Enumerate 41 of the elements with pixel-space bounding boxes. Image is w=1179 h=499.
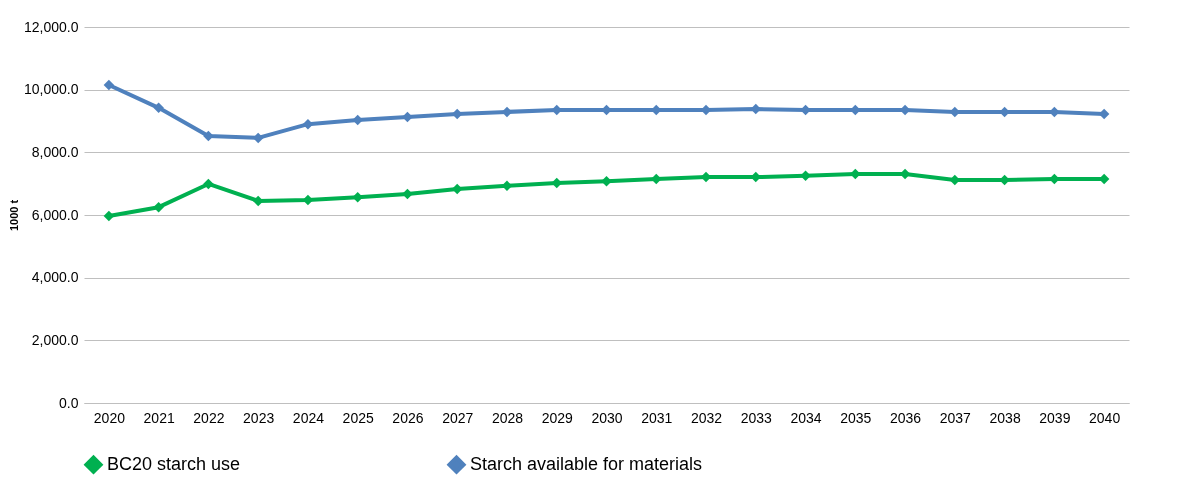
point xyxy=(402,111,413,123)
legend-label: Starch available for materials xyxy=(470,453,703,474)
point xyxy=(651,173,662,185)
x-tick-label: 2031 xyxy=(641,409,673,426)
y-tick-label: 10,000.0 xyxy=(24,81,79,98)
x-tick-label: 2036 xyxy=(889,409,922,426)
x-tick-label: 2038 xyxy=(989,409,1021,426)
point xyxy=(103,79,115,91)
x-tick-label: 2025 xyxy=(342,409,374,426)
x-tick-label: 2029 xyxy=(541,409,574,426)
point xyxy=(203,178,214,190)
point xyxy=(352,114,363,126)
x-tick-label: 2027 xyxy=(442,409,474,426)
legend-label: BC20 starch use xyxy=(107,453,241,474)
x-tick-label: 2037 xyxy=(939,409,972,426)
x-tick-label: 2035 xyxy=(840,409,872,426)
y-tick-label: 8,000.0 xyxy=(31,143,79,160)
point xyxy=(153,102,164,114)
x-tick-label: 2026 xyxy=(392,409,424,426)
point xyxy=(402,188,413,200)
x-tick-label: 2039 xyxy=(1039,409,1071,426)
y-tick-label: 4,000.0 xyxy=(31,269,79,286)
x-tick-label: 2024 xyxy=(292,409,325,426)
y-tick-label: 6,000.0 xyxy=(31,206,79,223)
y-tick-label: 0.0 xyxy=(59,394,79,411)
x-tick-label: 2030 xyxy=(591,409,623,426)
x-tick-label: 2034 xyxy=(790,409,822,426)
x-tick-label: 2032 xyxy=(690,409,723,426)
point xyxy=(153,201,164,213)
x-tick-label: 2033 xyxy=(740,409,773,426)
x-tick-label: 2021 xyxy=(143,409,175,426)
x-tick-label: 2028 xyxy=(491,409,524,426)
y-tick-label: 12,000.0 xyxy=(24,18,79,35)
y-axis-title: 1000 t xyxy=(8,199,20,232)
y-tick-label: 2,000.0 xyxy=(31,331,79,348)
x-tick-label: 2022 xyxy=(193,409,225,426)
x-tick-label: 2023 xyxy=(243,409,275,426)
x-tick-label: 2040 xyxy=(1089,409,1121,426)
point xyxy=(203,130,214,142)
x-tick-label: 2020 xyxy=(93,409,126,426)
point xyxy=(551,177,562,189)
